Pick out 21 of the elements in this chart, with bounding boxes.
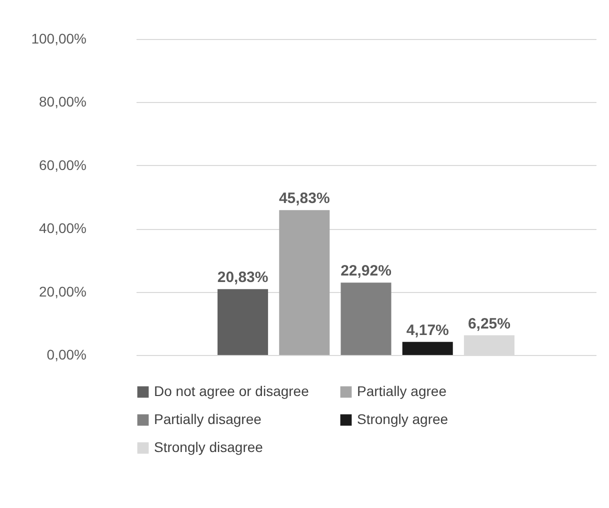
legend-label: Partially disagree	[154, 411, 262, 427]
y-tick-label: 20,00%	[39, 283, 86, 300]
data-label: 4,17%	[406, 322, 449, 339]
data-label: 20,83%	[217, 269, 268, 286]
bar	[218, 289, 268, 355]
data-label: 6,25%	[468, 315, 510, 332]
y-tick-label: 100,00%	[31, 30, 86, 46]
y-tick-label: 80,00%	[39, 94, 86, 110]
bar	[340, 282, 392, 355]
data-label: 45,83%	[278, 190, 330, 208]
y-tick-label: 60,00%	[39, 156, 86, 173]
bar	[464, 335, 514, 355]
legend-label: Do not agree or disagree	[154, 383, 310, 399]
y-tick-label: 0,00%	[46, 346, 86, 362]
y-tick-label: 40,00%	[39, 220, 86, 236]
legend-label: Partially agree	[357, 383, 447, 399]
bar	[279, 210, 330, 355]
legend-label: Strongly disagree	[154, 439, 264, 455]
legend-label: Strongly agree	[357, 411, 448, 427]
data-label: 22,92%	[340, 262, 392, 280]
bar	[402, 342, 453, 355]
